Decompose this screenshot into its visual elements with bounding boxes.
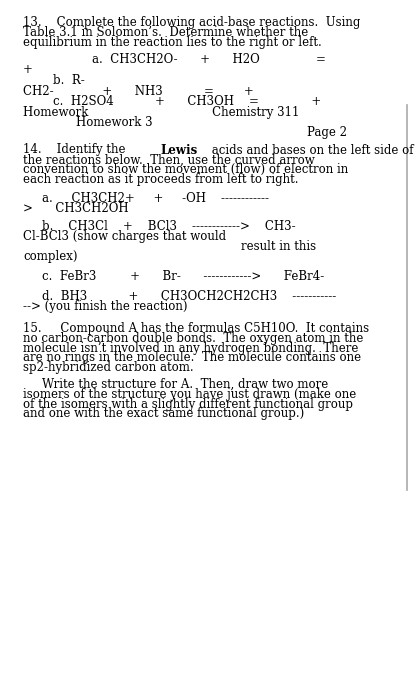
Text: a.     CH3CH2+     +     -OH    ------------: a. CH3CH2+ + -OH ------------ [42, 192, 269, 205]
Text: b.    CH3Cl    +    BCl3    ------------>    CH3-: b. CH3Cl + BCl3 ------------> CH3- [42, 220, 296, 234]
Text: complex): complex) [23, 250, 78, 263]
Text: Homework 3: Homework 3 [76, 116, 152, 129]
Text: result in this: result in this [241, 240, 317, 253]
Text: and one with the exact same functional group.): and one with the exact same functional g… [23, 407, 304, 421]
Text: of the isomers with a slightly different functional group: of the isomers with a slightly different… [23, 398, 353, 411]
Text: acids and bases on the left side of: acids and bases on the left side of [208, 144, 414, 157]
Text: Cl-BCl3 (show charges that would: Cl-BCl3 (show charges that would [23, 230, 226, 244]
Text: are no rings in the molecule.  The molecule contains one: are no rings in the molecule. The molecu… [23, 351, 361, 365]
Text: isomers of the structure you have just drawn (make one: isomers of the structure you have just d… [23, 388, 356, 401]
Text: Lewis: Lewis [160, 144, 197, 157]
Text: --> (you finish the reaction): --> (you finish the reaction) [23, 300, 188, 314]
Text: Write the structure for A.  Then, draw two more: Write the structure for A. Then, draw tw… [42, 378, 328, 391]
Text: sp2-hybridized carbon atom.: sp2-hybridized carbon atom. [23, 361, 194, 374]
Text: 13.    Complete the following acid-base reactions.  Using: 13. Complete the following acid-base rea… [23, 16, 360, 29]
Text: no carbon-carbon double bonds.  The oxygen atom in the: no carbon-carbon double bonds. The oxyge… [23, 332, 363, 345]
Text: CH2-             +      NH3           =        +: CH2- + NH3 = + [23, 85, 254, 98]
Text: convention to show the movement (flow) of electron in: convention to show the movement (flow) o… [23, 163, 348, 176]
Text: Table 3.1 in Solomon’s.  Determine whether the: Table 3.1 in Solomon’s. Determine whethe… [23, 26, 308, 39]
Text: b.  R-: b. R- [23, 74, 85, 88]
Text: the reactions below.  Then, use the curved arrow: the reactions below. Then, use the curve… [23, 153, 315, 167]
Text: c.  H2SO4           +      CH3OH    =              +: c. H2SO4 + CH3OH = + [23, 95, 321, 108]
Text: Homework                                 Chemistry 311: Homework Chemistry 311 [23, 106, 299, 119]
Text: 15.     Compound A has the formulas C5H10O.  It contains: 15. Compound A has the formulas C5H10O. … [23, 322, 369, 335]
Text: d.  BH3           +      CH3OCH2CH2CH3    -----------: d. BH3 + CH3OCH2CH2CH3 ----------- [42, 290, 336, 304]
Text: equilibrium in the reaction lies to the right or left.: equilibrium in the reaction lies to the … [23, 36, 322, 49]
Text: c.  FeBr3         +      Br-      ------------>      FeBr4-: c. FeBr3 + Br- ------------> FeBr4- [42, 270, 324, 284]
Text: 14.    Identify the: 14. Identify the [23, 144, 129, 157]
Text: each reaction as it proceeds from left to right.: each reaction as it proceeds from left t… [23, 173, 299, 186]
Text: a.  CH3CH2O-      +      H2O               =: a. CH3CH2O- + H2O = [92, 53, 326, 66]
Text: >      CH3CH2OH: > CH3CH2OH [23, 202, 129, 215]
Text: molecule isn’t involved in any hydrogen bonding.  There: molecule isn’t involved in any hydrogen … [23, 342, 359, 355]
Text: +: + [23, 63, 33, 76]
Text: Page 2: Page 2 [307, 126, 346, 139]
